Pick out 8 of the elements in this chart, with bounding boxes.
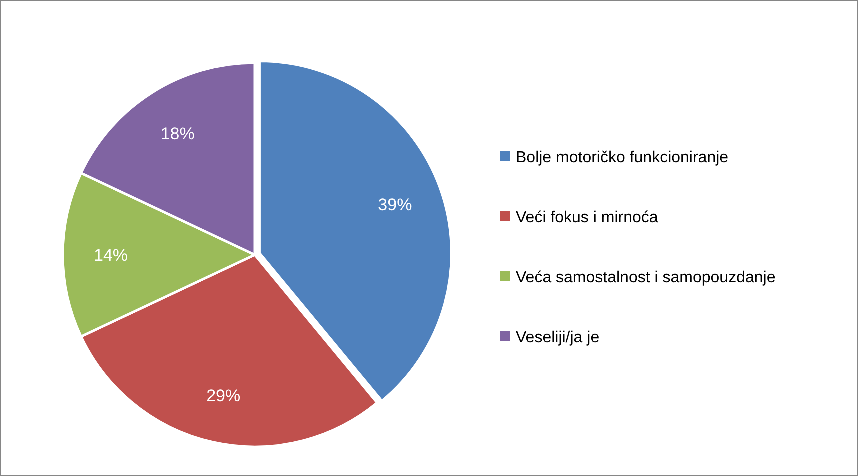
legend-label: Veća samostalnost i samopouzdanje [516,270,776,287]
data-label: 39% [378,195,412,214]
data-label: 14% [94,246,128,265]
legend-label: Veći fokus i mirnoća [516,210,658,227]
data-label: 18% [160,124,195,144]
legend-label: Bolje motoričko funkcioniranje [516,150,729,167]
legend-label: Veseliji/ja je [516,330,600,347]
data-label: 29% [206,386,241,406]
